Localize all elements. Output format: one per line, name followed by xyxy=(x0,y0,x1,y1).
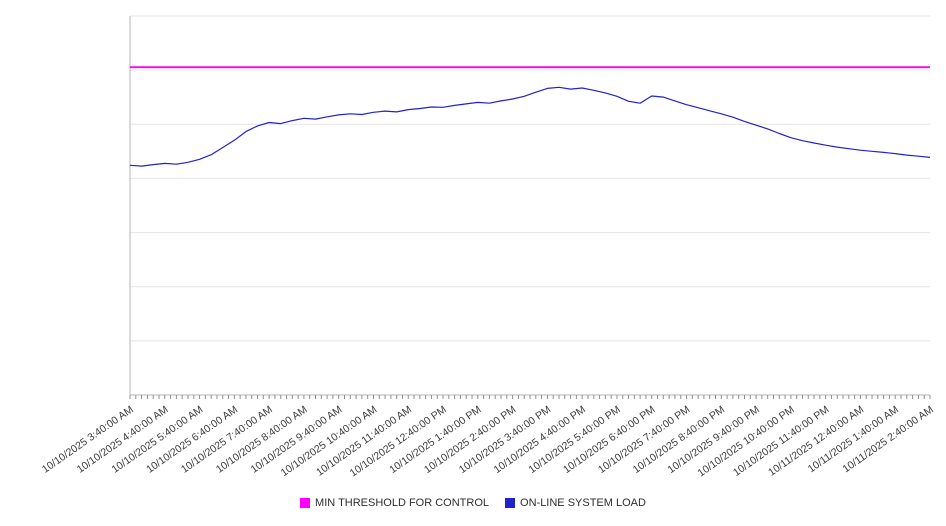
min-threshold-swatch-icon xyxy=(300,498,311,508)
chart-legend: MIN THRESHOLD FOR CONTROL ON-LINE SYSTEM… xyxy=(0,497,946,509)
online-system-load-swatch-icon xyxy=(505,498,516,508)
legend-label-online-system-load: ON-LINE SYSTEM LOAD xyxy=(520,497,646,509)
legend-item-online-system-load[interactable]: ON-LINE SYSTEM LOAD xyxy=(505,497,646,509)
legend-label-min-threshold: MIN THRESHOLD FOR CONTROL xyxy=(315,497,490,509)
online-system-load-line xyxy=(129,86,931,167)
legend-item-min-threshold[interactable]: MIN THRESHOLD FOR CONTROL xyxy=(300,497,489,509)
